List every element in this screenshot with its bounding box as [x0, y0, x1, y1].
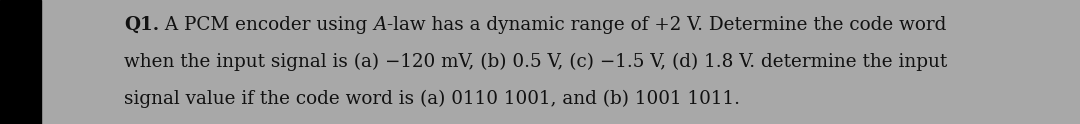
Text: Q1.: Q1. — [124, 16, 160, 34]
Text: A: A — [374, 16, 387, 34]
Bar — [0, 0, 41, 124]
Text: when the input signal is (a) −120 mV, (b) 0.5 V, (c) −1.5 V, (d) 1.8 V. determin: when the input signal is (a) −120 mV, (b… — [124, 53, 947, 71]
Text: A PCM encoder using: A PCM encoder using — [160, 16, 374, 34]
Text: signal value if the code word is (a) 0110 1001, and (b) 1001 1011.: signal value if the code word is (a) 011… — [124, 90, 740, 108]
Text: -law has a dynamic range of +2 V. Determine the code word: -law has a dynamic range of +2 V. Determ… — [387, 16, 946, 34]
